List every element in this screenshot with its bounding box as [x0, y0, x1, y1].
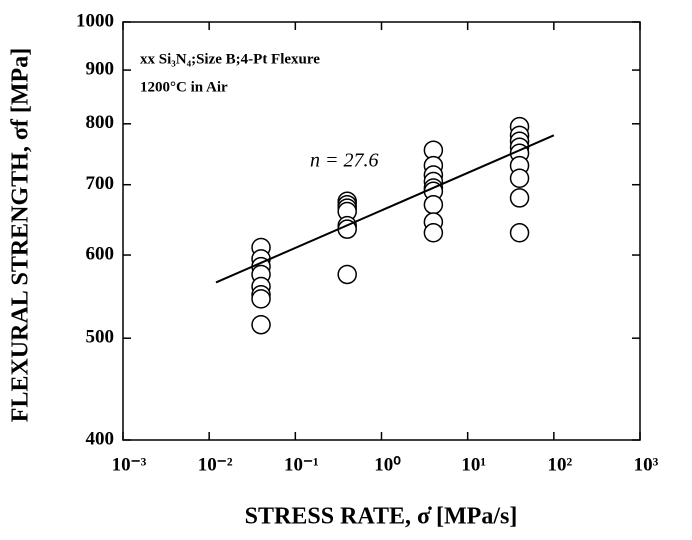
annotation: 1200°C in Air — [140, 79, 228, 95]
fit-line — [215, 134, 555, 284]
x-axis-label: STRESS RATE, σ̇ [MPa/s] — [245, 504, 518, 530]
x-tick-label: 10⁰ — [374, 454, 401, 475]
data-point — [509, 168, 530, 188]
data-point — [509, 223, 530, 243]
x-tick-label: 10⁻³ — [112, 454, 147, 475]
data-point — [337, 264, 357, 285]
x-tick-label: 10³ — [634, 454, 659, 475]
x-tick-label: 10⁻¹ — [284, 454, 319, 475]
data-point — [251, 289, 271, 309]
annotation: n = 27.6 — [310, 150, 379, 172]
x-tick-label: 10² — [547, 454, 572, 475]
data-point — [423, 223, 444, 243]
y-tick-label: 500 — [86, 327, 115, 348]
data-point — [509, 188, 530, 208]
y-tick-label: 1000 — [76, 10, 114, 31]
y-tick-label: 800 — [86, 112, 115, 133]
data-point — [423, 194, 444, 215]
y-axis-label: FLEXURAL STRENGTH, σf [MPa] — [8, 48, 34, 422]
x-tick-label: 10¹ — [461, 454, 486, 475]
y-tick-label: 400 — [86, 428, 115, 449]
data-point — [251, 314, 271, 335]
y-tick-label: 700 — [86, 173, 115, 194]
y-tick-label: 900 — [86, 58, 115, 79]
x-tick-label: 10⁻² — [198, 454, 233, 475]
y-tick-label: 600 — [86, 243, 115, 264]
annotation: xx Si₃N₄;Size B;4-Pt Flexure — [140, 51, 320, 67]
